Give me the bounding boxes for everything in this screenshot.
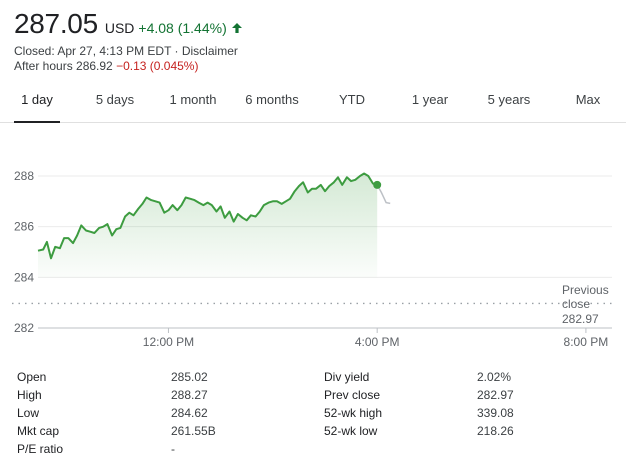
x-tick-label: 12:00 PM <box>143 335 194 349</box>
market-status-line: Closed: Apr 27, 4:13 PM EDT · Disclaimer <box>14 44 238 58</box>
range-tabs: 1 day 5 days 1 month 6 months YTD 1 year… <box>0 82 626 123</box>
stat-value-52-wk-high: 339.08 <box>477 406 514 420</box>
stat-label-pe-ratio: P/E ratio <box>17 442 64 456</box>
y-tick-label: 282 <box>14 321 34 335</box>
stat-value-high: 288.27 <box>171 388 208 402</box>
price-area-fill <box>38 173 378 278</box>
tab-1-month[interactable]: 1 month <box>169 92 217 107</box>
tab-6-months[interactable]: 6 months <box>245 92 299 107</box>
stat-label-open: Open <box>17 370 47 384</box>
y-tick-label: 284 <box>14 270 34 284</box>
closed-status-text: Closed: Apr 27, 4:13 PM EDT · Disclaimer <box>14 44 238 58</box>
stat-value-mkt-cap: 261.55B <box>171 424 216 438</box>
tab-5-days[interactable]: 5 days <box>95 92 135 107</box>
stat-value-prev-close: 282.97 <box>477 388 514 402</box>
after-hours-change: −0.13 (0.045%) <box>116 59 199 73</box>
after-hours-price-text: After hours 286.92 <box>14 59 117 73</box>
key-stats: Open 285.02 High 288.27 Low 284.62 Mkt c… <box>0 368 626 463</box>
after-hours-line-series <box>376 184 391 205</box>
tab-max[interactable]: Max <box>575 92 601 107</box>
x-tick-label: 8:00 PM <box>564 335 609 349</box>
previous-close-label: close <box>562 297 590 311</box>
y-tick-label: 286 <box>14 220 34 234</box>
stat-label-52-wk-high: 52-wk high <box>324 406 383 420</box>
stat-value-52-wk-low: 218.26 <box>477 424 514 438</box>
tab-ytd[interactable]: YTD <box>339 92 365 107</box>
price-change: +4.08 (1.44%) <box>138 20 227 36</box>
stat-label-high: High <box>17 388 42 402</box>
stat-value-div-yield: 2.02% <box>477 370 512 384</box>
previous-close-value: 282.97 <box>562 312 599 326</box>
last-price-dot <box>373 180 382 189</box>
previous-close-label: Previous <box>562 283 609 297</box>
current-price: 287.05 <box>14 8 98 39</box>
stat-value-pe-ratio: - <box>171 442 175 456</box>
price-chart[interactable]: 288 286 284 282 12:00 PM 4:00 PM 8:00 PM… <box>0 128 626 358</box>
x-tick-label: 4:00 PM <box>355 335 400 349</box>
tab-1-year[interactable]: 1 year <box>411 92 449 107</box>
tab-1-day[interactable]: 1 day <box>14 82 60 123</box>
stat-value-open: 285.02 <box>171 370 208 384</box>
price-line <box>37 172 378 260</box>
stat-value-low: 284.62 <box>171 406 208 420</box>
stat-label-div-yield: Div yield <box>324 370 370 384</box>
stat-label-mkt-cap: Mkt cap <box>17 424 60 438</box>
stat-label-prev-close: Prev close <box>324 388 381 402</box>
up-arrow-icon <box>231 23 242 33</box>
quote-header: 287.05 USD +4.08 (1.44%) <box>14 8 243 40</box>
stat-label-low: Low <box>17 406 40 420</box>
after-hours-line: After hours 286.92 −0.13 (0.045%) <box>14 59 198 73</box>
stat-label-52-wk-low: 52-wk low <box>324 424 378 438</box>
y-tick-label: 288 <box>14 169 34 183</box>
tab-5-years[interactable]: 5 years <box>487 92 531 107</box>
currency-code: USD <box>104 20 135 36</box>
